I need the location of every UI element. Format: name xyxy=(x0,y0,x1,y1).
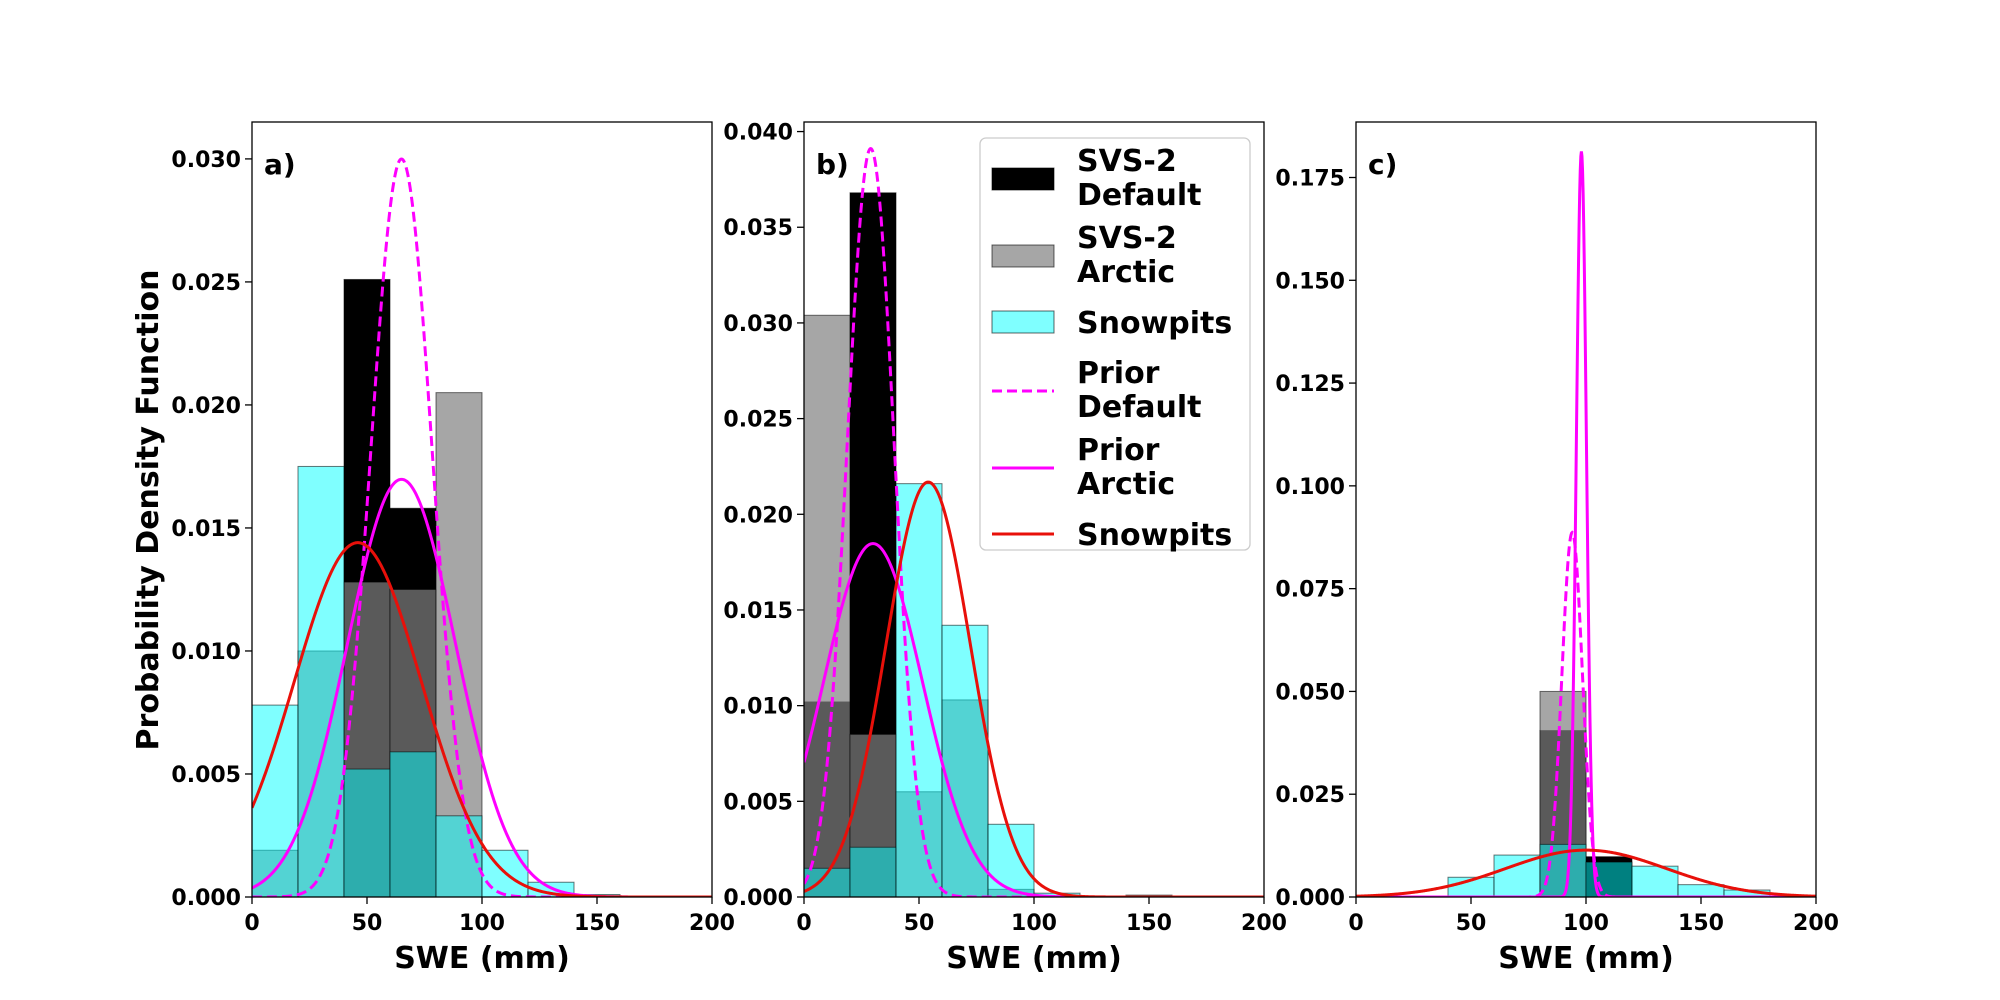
legend-label-line1: Prior xyxy=(1077,433,1160,468)
y-tick-label: 0.125 xyxy=(1275,372,1345,397)
y-tick-label: 0.030 xyxy=(723,312,793,337)
hist-bar-snowpits-2 xyxy=(343,768,391,897)
legend-label-line1: Snowpits xyxy=(1077,518,1232,553)
legend-label-line1: SVS-2 xyxy=(1077,221,1177,256)
y-tick-label: 0.040 xyxy=(723,121,793,146)
x-tick-label: 100 xyxy=(1011,911,1057,936)
legend-label-line1: Snowpits xyxy=(1077,306,1232,341)
plot-area xyxy=(804,146,1264,897)
y-tick-label: 0.025 xyxy=(723,408,793,433)
panel-3: 0 50 100 150 200 0.000 0.025 0.050 0.075 0.100 0.1… xyxy=(1275,121,1839,976)
y-tick-label: 0.015 xyxy=(171,517,241,542)
x-tick-label: 100 xyxy=(1563,911,1609,936)
x-tick-label: 200 xyxy=(1793,911,1839,936)
y-tick-label: 0.075 xyxy=(1275,578,1345,603)
panel-1: 0 50 100 150 200 0.000 0.005 0.010 0.015 0.020 0.0… xyxy=(171,121,735,976)
panel-label: c) xyxy=(1368,148,1397,181)
x-tick-label: 150 xyxy=(574,911,620,936)
y-tick-label: 0.175 xyxy=(1275,167,1345,192)
legend-label-line1: SVS-2 xyxy=(1077,144,1177,179)
y-tick-label: 0.000 xyxy=(723,886,793,911)
x-axis-label: SWE (mm) xyxy=(394,941,570,976)
panel-label: b) xyxy=(816,148,849,181)
hist-bar-svs-2-arctic-4 xyxy=(435,392,483,897)
curve-prior-arctic xyxy=(1356,151,1816,897)
x-axis-label: SWE (mm) xyxy=(1498,941,1674,976)
y-tick-label: 0.020 xyxy=(171,394,241,419)
y-tick-label: 0.150 xyxy=(1275,269,1345,294)
y-tick-label: 0.010 xyxy=(171,640,241,665)
plot-area xyxy=(252,157,712,897)
legend-label-line2: Arctic xyxy=(1077,255,1175,290)
y-tick-label: 0.035 xyxy=(723,216,793,241)
y-tick-label: 0.015 xyxy=(723,599,793,624)
panel-2: 0 50 100 150 200 0.000 0.005 0.010 0.015 0.020 0.0… xyxy=(723,121,1287,976)
x-tick-label: 50 xyxy=(352,911,383,936)
plot-area xyxy=(1356,151,1816,897)
panel-label: a) xyxy=(264,148,296,181)
x-axis-label: SWE (mm) xyxy=(946,941,1122,976)
curve-snowpits xyxy=(804,480,1264,897)
y-tick-label: 0.025 xyxy=(1275,783,1345,808)
legend-swatch xyxy=(991,244,1055,268)
legend-label-line2: Arctic xyxy=(1077,467,1175,502)
curve-prior-default xyxy=(252,157,712,897)
legend-swatch xyxy=(991,167,1055,191)
curve-snowpits xyxy=(1356,848,1816,897)
y-tick-label: 0.005 xyxy=(171,763,241,788)
y-tick-label: 0.000 xyxy=(171,886,241,911)
x-tick-label: 0 xyxy=(1348,911,1363,936)
x-tick-label: 150 xyxy=(1678,911,1724,936)
y-tick-label: 0.000 xyxy=(1275,886,1345,911)
y-tick-label: 0.020 xyxy=(723,503,793,528)
legend-label-line2: Default xyxy=(1077,390,1202,425)
hist-bar-snowpits-5 xyxy=(1677,884,1725,897)
legend: SVS-2DefaultSVS-2ArcticSnowpitsPriorDefa… xyxy=(979,137,1251,553)
hist-bar-snowpits-3 xyxy=(389,751,437,897)
y-tick-label: 0.010 xyxy=(723,695,793,720)
curve-prior-arctic xyxy=(804,542,1264,897)
legend-entry-6: Snowpits xyxy=(992,518,1232,553)
legend-box xyxy=(979,137,1251,551)
y-tick-label: 0.030 xyxy=(171,148,241,173)
y-tick-label: 0.025 xyxy=(171,271,241,296)
panels: 0 50 100 150 2000.0000.0050.0100.0150.0200.0… xyxy=(171,121,1839,976)
legend-entry-3: Snowpits xyxy=(991,306,1232,341)
legend-label-line2: Default xyxy=(1077,178,1202,213)
hist-bar-snowpits-1 xyxy=(849,846,897,897)
y-tick-label: 0.100 xyxy=(1275,475,1345,500)
x-tick-label: 150 xyxy=(1126,911,1172,936)
x-tick-label: 0 xyxy=(796,911,811,936)
y-tick-label: 0.005 xyxy=(723,790,793,815)
x-tick-label: 200 xyxy=(689,911,735,936)
x-tick-label: 50 xyxy=(1456,911,1487,936)
hist-bar-snowpits-1 xyxy=(297,465,345,897)
hist-bar-snowpits-3 xyxy=(941,624,989,897)
x-tick-label: 100 xyxy=(459,911,505,936)
y-tick-label: 0.050 xyxy=(1275,680,1345,705)
x-tick-label: 0 xyxy=(244,911,259,936)
hist-bar-snowpits-0 xyxy=(252,704,299,897)
hist-bar-snowpits-1 xyxy=(1493,854,1541,897)
x-tick-label: 200 xyxy=(1241,911,1287,936)
legend-swatch xyxy=(991,310,1055,334)
y-axis-label: Probability Density Function xyxy=(131,270,166,751)
x-tick-label: 50 xyxy=(904,911,935,936)
legend-label-line1: Prior xyxy=(1077,356,1160,391)
